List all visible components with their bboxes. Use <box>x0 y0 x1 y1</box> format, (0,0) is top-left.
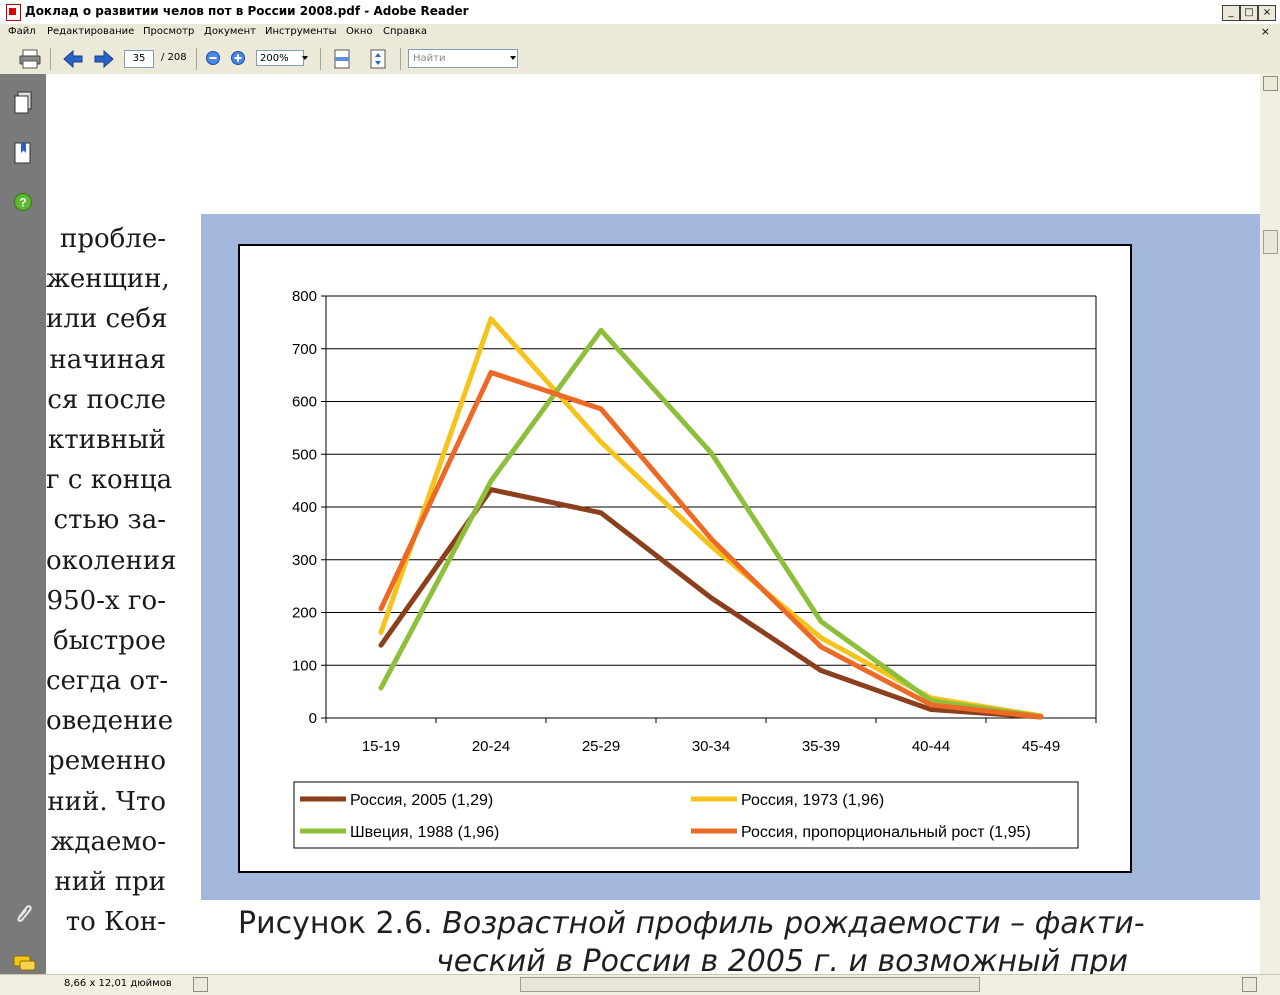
zoom-out-icon[interactable] <box>205 49 221 71</box>
body-text-line: ний. Что <box>47 786 166 817</box>
page-total: / 208 <box>161 52 187 63</box>
next-page-icon[interactable] <box>93 49 115 73</box>
body-text-line: 950-х го- <box>46 585 166 616</box>
body-text-line: ний при <box>54 867 166 897</box>
y-tick-label: 0 <box>309 710 317 727</box>
chart-frame: 0 100 200 300 400 500 600 700 800 15-19 20-24 25-29… <box>238 244 1132 873</box>
vertical-scroll-thumb[interactable] <box>1263 230 1278 254</box>
body-text-line: г с конца <box>46 465 173 496</box>
menu-tools[interactable]: Инструменты <box>265 26 337 37</box>
scroll-left-icon[interactable] <box>193 977 208 992</box>
figure-caption: Рисунок 2.6. Возрастной профиль рождаемо… <box>238 906 1238 974</box>
menu-document[interactable]: Документ <box>204 26 256 37</box>
zoom-level-select[interactable]: 200% <box>256 50 304 66</box>
comments-icon[interactable] <box>13 954 37 978</box>
legend-box <box>293 781 1079 849</box>
search-options-chevron-icon[interactable] <box>510 56 516 60</box>
x-tick-label: 20-24 <box>472 738 510 755</box>
body-text-line: начиная <box>49 344 166 375</box>
menu-help[interactable]: Справка <box>383 26 428 37</box>
menu-view[interactable]: Просмотр <box>143 26 195 37</box>
title-bar: Доклад о развитии челов пот в России 200… <box>0 0 1280 25</box>
zoom-in-icon[interactable] <box>230 49 246 71</box>
body-text-line: сегда от- <box>46 666 169 697</box>
x-tick-label: 30-34 <box>692 738 730 755</box>
x-tick-label: 45-49 <box>1022 738 1060 755</box>
attachments-icon[interactable] <box>13 902 35 928</box>
vertical-scrollbar[interactable] <box>1260 74 1280 974</box>
caption-title-line1: Возрастной профиль рождаемости – факти- <box>442 906 1145 941</box>
menu-edit[interactable]: Редактирование <box>47 26 135 37</box>
series-line <box>378 316 1044 719</box>
caption-title-line2: ческий в России в 2005 г. и возможный пр… <box>436 944 1128 974</box>
x-tick-label: 40-44 <box>912 738 950 755</box>
pdf-app-icon <box>6 4 21 21</box>
y-tick-label: 400 <box>292 499 317 516</box>
series-line <box>378 327 1044 719</box>
document-view: пробле-женщин, или себя начиная ся после кти… <box>46 74 1260 974</box>
y-tick-label: 200 <box>292 605 317 622</box>
body-text-line: ждаемо- <box>50 826 166 857</box>
body-text-line: ктивный <box>48 424 166 455</box>
body-text-line: околения <box>46 545 177 576</box>
y-tick-label: 600 <box>292 394 317 411</box>
legend-label: Россия, пропорциональный рост (1,95) <box>741 824 1031 841</box>
body-text-line: то Кон- <box>65 907 166 938</box>
legend-label: Россия, 2005 (1,29) <box>350 792 493 809</box>
menu-bar: Файл Редактирование Просмотр Документ Ин… <box>0 24 1280 42</box>
body-text-line: пробле- <box>60 224 166 254</box>
toolbar: 35 / 208 200% Найти <box>0 42 1280 75</box>
page-size-label: 8,66 x 12,01 дюймов <box>64 978 172 989</box>
legend-label: Швеция, 1988 (1,96) <box>350 824 499 841</box>
menu-file[interactable]: Файл <box>8 26 36 37</box>
body-text-line: оведение <box>46 706 174 737</box>
caption-label: Рисунок 2.6. <box>238 906 433 941</box>
window-title: Доклад о развитии челов пот в России 200… <box>25 4 469 18</box>
scroll-right-icon[interactable] <box>1242 977 1257 992</box>
x-tick-label: 25-29 <box>582 738 620 755</box>
bookmarks-icon[interactable] <box>13 141 33 169</box>
x-tick-label: 15-19 <box>362 738 400 755</box>
body-text-line: женщин, <box>46 264 170 295</box>
close-document-icon[interactable]: × <box>1260 25 1270 38</box>
series-line <box>378 487 1044 720</box>
previous-page-icon[interactable] <box>62 49 84 73</box>
y-tick-label: 800 <box>292 288 317 305</box>
x-tick-label: 35-39 <box>802 738 840 755</box>
y-tick-label: 100 <box>292 657 317 674</box>
y-tick-label: 300 <box>292 552 317 569</box>
body-text-line: ременно <box>48 746 166 777</box>
menu-window[interactable]: Окно <box>346 26 373 37</box>
body-text-line: стью за- <box>53 505 166 536</box>
body-text-line: быстрое <box>53 625 166 656</box>
horizontal-scroll-thumb[interactable] <box>520 977 980 992</box>
y-tick-label: 700 <box>292 341 317 358</box>
legend-label: Россия, 1973 (1,96) <box>741 792 884 809</box>
birth-rate-line-chart: 0 100 200 300 400 500 600 700 800 15-19 20-24 25-29… <box>292 288 1097 849</box>
search-input[interactable]: Найти <box>408 49 518 68</box>
body-text-line: или себя <box>46 304 168 335</box>
scroll-up-icon[interactable] <box>1263 76 1278 91</box>
body-text-line: ся после <box>47 384 166 415</box>
pages-icon[interactable] <box>13 91 33 119</box>
help-icon[interactable]: ? <box>13 192 33 216</box>
series-line <box>378 369 1044 720</box>
page-number-input[interactable]: 35 <box>124 50 154 68</box>
fit-page-icon[interactable] <box>369 49 387 73</box>
close-button[interactable]: × <box>1258 5 1276 21</box>
chevron-down-icon[interactable] <box>302 56 308 60</box>
print-icon[interactable] <box>18 49 42 73</box>
fit-width-icon[interactable] <box>333 49 351 73</box>
minimize-button[interactable]: _ <box>1222 5 1240 21</box>
maximize-button[interactable]: □ <box>1240 5 1258 21</box>
status-bar: 8,66 x 12,01 дюймов <box>0 974 1280 995</box>
y-tick-label: 500 <box>292 446 317 463</box>
body-text-column: пробле-женщин, или себя начиная ся после кти… <box>46 219 177 942</box>
svg-text:?: ? <box>19 196 26 210</box>
navigation-pane: ? <box>0 74 46 974</box>
